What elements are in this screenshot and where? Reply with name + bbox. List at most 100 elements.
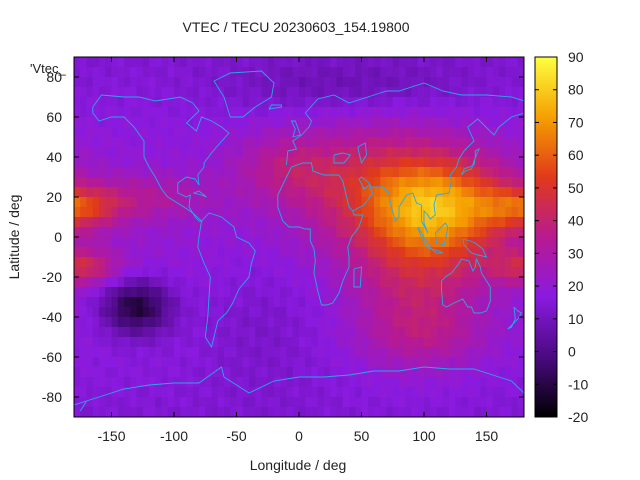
heat-cell [511,117,519,128]
heat-cell [499,207,506,218]
heat-cell [330,317,338,328]
heat-cell [117,257,125,268]
heat-cell [255,87,263,98]
heat-cell [74,267,81,278]
heat-cell [261,337,269,348]
heat-cell [311,337,319,348]
heat-cell [105,337,113,348]
heat-cell [361,217,369,228]
heat-cell [424,137,431,148]
heat-cell [461,377,469,388]
heat-cell [167,147,175,158]
heat-cell [330,377,338,388]
heat-cell [355,317,363,328]
heat-cell [274,177,281,188]
heat-cell [349,117,356,128]
heat-cell [124,257,131,268]
heat-cell [336,87,344,98]
heat-cell [142,187,150,198]
heat-cell [149,77,156,88]
heat-cell [367,367,375,378]
heat-cell [255,157,263,168]
heat-cell [99,397,106,408]
heat-cell [355,357,363,368]
heat-cell [267,97,275,108]
heat-cell [499,357,506,368]
heat-cell [299,367,306,378]
heat-cell [167,197,175,208]
heat-cell [186,337,194,348]
heat-cell [461,117,469,128]
heat-cell [99,137,106,148]
heat-cell [192,287,200,298]
heat-cell [442,147,450,158]
heat-cell [155,387,163,398]
heat-cell [330,247,338,258]
heat-cell [111,187,119,198]
heat-cell [180,77,188,88]
heat-cell [461,247,469,258]
heat-cell [305,87,313,98]
heat-cell [199,397,206,408]
heat-cell [74,327,81,338]
heat-cell [124,87,131,98]
heat-cell [74,227,81,238]
heat-cell [505,147,513,158]
heat-cell [305,307,313,318]
heat-cell [367,147,375,158]
heat-cell [361,227,369,238]
heat-cell [386,277,394,288]
heat-cell [92,317,100,328]
heat-cell [305,237,313,248]
heat-cell [180,277,188,288]
heat-cell [411,407,419,417]
heat-cell [199,197,206,208]
heat-cell [367,237,375,248]
heat-cell [130,57,138,68]
coastline [92,94,230,222]
heat-cell [449,357,456,368]
heat-cell [205,367,213,378]
heat-cell [505,277,513,288]
heat-cell [230,207,238,218]
heat-cell [86,297,94,308]
heat-cell [505,407,513,417]
heat-cell [236,87,244,98]
heat-cell [492,207,500,218]
heat-cell [311,377,319,388]
heat-cell [311,157,319,168]
heat-cell [505,137,513,148]
heat-cell [236,147,244,158]
heat-cell [299,387,306,398]
heat-cell [274,207,281,218]
heat-cell [399,57,406,68]
heat-cell [292,297,300,308]
heat-cell [105,407,113,417]
heat-cell [461,107,469,118]
heat-cell [380,137,388,148]
heat-cell [236,77,244,88]
heat-cell [399,87,406,98]
heat-cell [367,77,375,88]
heat-cell [342,227,350,238]
heat-cell [430,277,438,288]
heat-cell [436,297,444,308]
heat-cell [324,387,331,398]
heat-cell [267,157,275,168]
heat-cell [399,327,406,338]
heat-cell [417,127,425,138]
heat-cell [261,237,269,248]
coastline [507,306,523,330]
heat-cell [474,347,481,358]
heat-cell [392,117,400,128]
heat-cell [230,297,238,308]
heat-cell [411,337,419,348]
heat-cell [442,407,450,417]
heat-cell [324,107,331,118]
heat-cell [261,357,269,368]
heat-cell [292,247,300,258]
heat-cell [399,277,406,288]
heat-cell [417,217,425,228]
heat-cell [486,87,494,98]
heat-cell [405,227,413,238]
